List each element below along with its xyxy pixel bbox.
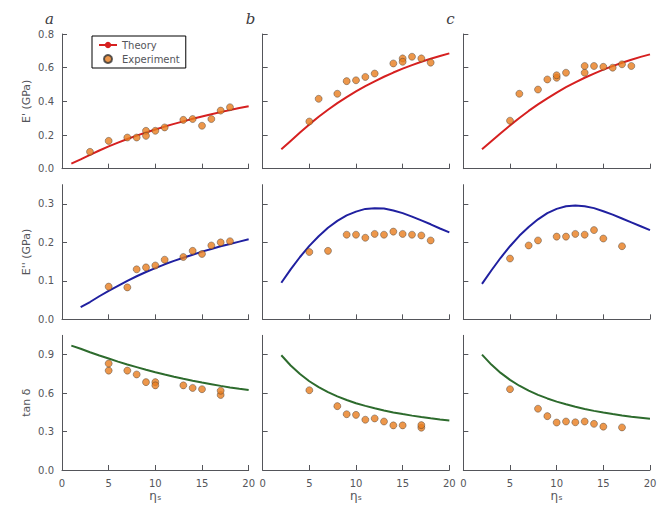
svg-text:5: 5 <box>105 478 111 489</box>
svg-text:0.0: 0.0 <box>38 314 54 325</box>
svg-text:10: 10 <box>149 478 162 489</box>
svg-text:15: 15 <box>597 478 610 489</box>
svg-text:15: 15 <box>396 478 409 489</box>
svg-text:0.2: 0.2 <box>38 130 54 141</box>
svg-text:0.3: 0.3 <box>38 198 54 209</box>
svg-text:0.1: 0.1 <box>38 275 54 286</box>
svg-text:Theory: Theory <box>121 40 157 51</box>
svg-text:5: 5 <box>507 478 513 489</box>
svg-text:0.6: 0.6 <box>38 62 54 73</box>
svg-text:5: 5 <box>306 478 312 489</box>
svg-text:ηₛ: ηₛ <box>551 489 563 503</box>
svg-text:0.2: 0.2 <box>38 237 54 248</box>
svg-text:10: 10 <box>350 478 363 489</box>
svg-text:ηₛ: ηₛ <box>149 489 161 503</box>
svg-text:Experiment: Experiment <box>122 54 180 65</box>
svg-text:20: 20 <box>644 478 657 489</box>
svg-text:0.8: 0.8 <box>38 29 54 40</box>
svg-text:0: 0 <box>59 478 65 489</box>
svg-text:0.9: 0.9 <box>38 349 54 360</box>
svg-text:E'' (GPa): E'' (GPa) <box>20 229 33 275</box>
svg-text:0.6: 0.6 <box>38 388 54 399</box>
svg-text:c: c <box>446 10 455 28</box>
svg-text:15: 15 <box>196 478 209 489</box>
svg-text:a: a <box>45 10 54 28</box>
svg-text:0.0: 0.0 <box>38 163 54 174</box>
svg-text:b: b <box>246 10 256 28</box>
svg-text:0.0: 0.0 <box>38 465 54 476</box>
svg-text:20: 20 <box>242 478 255 489</box>
svg-text:0: 0 <box>259 478 265 489</box>
svg-text:0.4: 0.4 <box>38 96 54 107</box>
svg-text:20: 20 <box>443 478 456 489</box>
svg-text:0: 0 <box>460 478 466 489</box>
svg-text:ηₛ: ηₛ <box>350 489 362 503</box>
svg-text:0.3: 0.3 <box>38 426 54 437</box>
svg-text:tan δ: tan δ <box>20 388 33 417</box>
svg-text:10: 10 <box>550 478 563 489</box>
svg-text:E' (GPa): E' (GPa) <box>20 80 33 123</box>
